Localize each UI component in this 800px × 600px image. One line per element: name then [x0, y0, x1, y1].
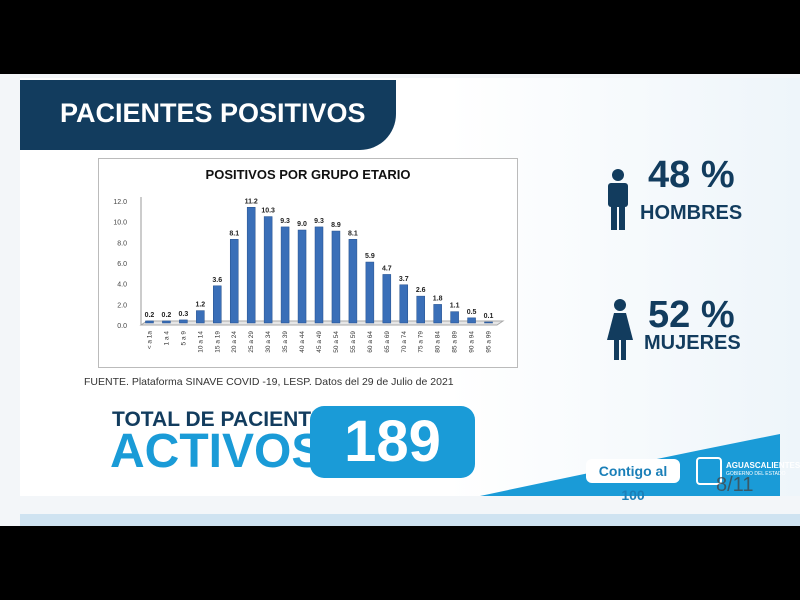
- x-tick-label: 10 a 14: [197, 331, 204, 353]
- x-tick-label: 5 a 9: [180, 331, 187, 346]
- data-label: 2.6: [416, 287, 426, 294]
- slide: PACIENTES POSITIVOS POSITIVOS POR GRUPO …: [0, 74, 800, 526]
- bar: [450, 311, 459, 324]
- bar: [297, 229, 307, 324]
- data-label: 10.3: [261, 208, 275, 215]
- x-tick-label: 55 a 59: [350, 331, 357, 353]
- data-label: 8.1: [348, 230, 358, 237]
- bar: [196, 310, 205, 324]
- x-tick-label: 25 a 29: [248, 331, 255, 353]
- bar: [229, 239, 239, 324]
- data-label: 9.0: [297, 221, 307, 228]
- x-tick-label: 15 a 19: [214, 331, 221, 353]
- total-label-line2: ACTIVOS: [110, 425, 324, 478]
- bar: [246, 207, 256, 324]
- data-label: 1.1: [450, 303, 460, 310]
- x-tick-label: 40 a 44: [299, 331, 306, 353]
- source-note: FUENTE. Plataforma SINAVE COVID -19, LES…: [84, 376, 454, 388]
- x-tick-label: 35 a 39: [282, 331, 289, 353]
- bar: [213, 285, 222, 324]
- x-tick-label: 75 a 79: [418, 331, 425, 353]
- chart-panel: POSITIVOS POR GRUPO ETARIO 0.0 2.0 4.0 6.0 8…: [98, 158, 518, 368]
- government-subtitle: GOBIERNO DEL ESTADO: [726, 471, 786, 477]
- data-label: 8.1: [229, 230, 239, 237]
- bar-chart: 0.0 2.0 4.0 6.0 8.0 10.0 12.0 0.2 < a 1a 0.2 1 a 4…: [113, 197, 505, 353]
- female-icon: [607, 299, 633, 360]
- bar: [331, 230, 341, 324]
- chart-title: POSITIVOS POR GRUPO ETARIO: [205, 167, 411, 182]
- bar: [263, 216, 273, 324]
- data-label: 0.5: [467, 309, 477, 316]
- x-tick-label: 80 a 84: [435, 331, 442, 353]
- data-label: 9.3: [280, 218, 290, 225]
- data-label: 8.9: [331, 222, 341, 229]
- data-label: 11.2: [245, 198, 258, 205]
- y-tick-label: 2.0: [117, 302, 127, 309]
- data-label: 9.3: [314, 218, 324, 225]
- data-label: 0.2: [145, 312, 155, 319]
- data-label: 0.1: [484, 313, 494, 320]
- x-tick-label: 90 a 94: [469, 331, 476, 353]
- data-label: 0.2: [162, 312, 172, 319]
- bar: [365, 261, 375, 324]
- y-tick-label: 4.0: [117, 282, 127, 289]
- x-tick-label: 65 a 69: [384, 331, 391, 353]
- next-slide-strip: [20, 514, 800, 526]
- bar: [416, 295, 425, 324]
- y-tick-label: 6.0: [117, 261, 127, 268]
- state-coat-of-arms-icon: [696, 457, 722, 485]
- bar: [382, 274, 392, 324]
- x-tick-label: 95 a 99: [486, 331, 493, 353]
- y-tick-label: 8.0: [117, 240, 127, 247]
- contigo-al-100-logo: Contigo al 100: [586, 459, 680, 503]
- bar: [145, 320, 154, 324]
- data-label: 3.7: [399, 276, 409, 283]
- male-icon: [608, 169, 628, 230]
- x-tick-label: 30 a 34: [265, 331, 272, 353]
- bar: [399, 284, 409, 324]
- data-label: 0.3: [179, 311, 189, 318]
- x-tick-label: < a 1a: [146, 331, 153, 350]
- data-label: 4.7: [382, 265, 392, 272]
- men-label: HOMBRES: [640, 202, 743, 224]
- data-label: 1.8: [433, 295, 443, 302]
- bar: [484, 321, 493, 324]
- x-tick-label: 70 a 74: [401, 331, 408, 353]
- x-tick-label: 50 a 54: [333, 331, 340, 353]
- x-tick-label: 45 a 49: [316, 331, 323, 353]
- women-percentage: 52 %: [648, 294, 735, 336]
- data-label: 3.6: [212, 277, 222, 284]
- y-tick-label: 10.0: [113, 220, 127, 227]
- women-label: MUJERES: [644, 332, 741, 354]
- x-tick-label: 85 a 89: [452, 331, 459, 353]
- bar: [179, 319, 188, 324]
- page-title: PACIENTES POSITIVOS: [20, 80, 396, 150]
- government-name: AGUASCALIENTES: [726, 461, 800, 470]
- bar: [467, 317, 476, 324]
- bar: [314, 226, 324, 324]
- x-tick-label: 60 a 64: [367, 331, 374, 353]
- men-percentage: 48 %: [648, 154, 735, 196]
- y-tick-label: 12.0: [113, 199, 127, 206]
- total-label-line1: TOTAL DE PACIENTES: [112, 408, 340, 431]
- data-label: 1.2: [195, 302, 205, 309]
- x-tick-label: 1 a 4: [163, 331, 170, 346]
- x-tick-label: 20 a 24: [231, 331, 238, 353]
- data-label: 5.9: [365, 253, 375, 260]
- bar: [162, 320, 171, 324]
- bar: [348, 239, 358, 324]
- bar: [433, 304, 442, 324]
- y-tick-label: 0.0: [117, 323, 127, 330]
- active-patients-count: 189: [310, 406, 475, 478]
- page-number: 8/11: [716, 474, 754, 496]
- bar: [280, 226, 290, 324]
